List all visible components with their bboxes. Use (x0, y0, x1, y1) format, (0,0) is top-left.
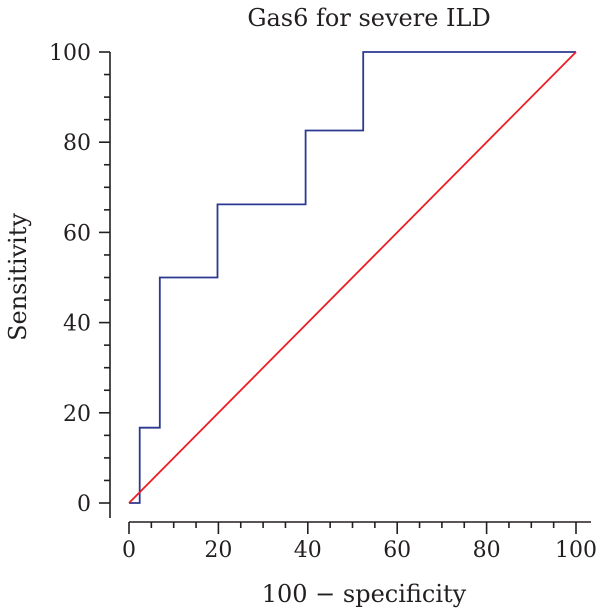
x-tick-label: 0 (122, 538, 136, 563)
plot-area (128, 51, 577, 504)
x-tick-label: 40 (294, 538, 322, 563)
y-tick-label: 60 (63, 221, 91, 246)
axes: 0 20 40 60 80 100 0 20 40 60 80 100 (49, 41, 597, 563)
x-tick-label: 20 (204, 538, 232, 563)
x-tick-label: 100 (555, 538, 597, 563)
reference-diagonal-line (128, 51, 577, 504)
roc-curve-line (129, 51, 576, 504)
y-tick-label: 0 (77, 492, 91, 517)
chart-title: Gas6 for severe ILD (247, 4, 490, 32)
y-tick-label: 100 (49, 41, 91, 66)
y-axis-label: Sensitivity (4, 213, 32, 341)
y-tick-label: 40 (63, 312, 91, 337)
y-tick-label: 80 (63, 131, 91, 156)
y-tick-label: 20 (63, 402, 91, 427)
x-axis-label: 100 − specificity (262, 580, 467, 608)
x-tick-label: 80 (473, 538, 501, 563)
x-tick-label: 60 (383, 538, 411, 563)
